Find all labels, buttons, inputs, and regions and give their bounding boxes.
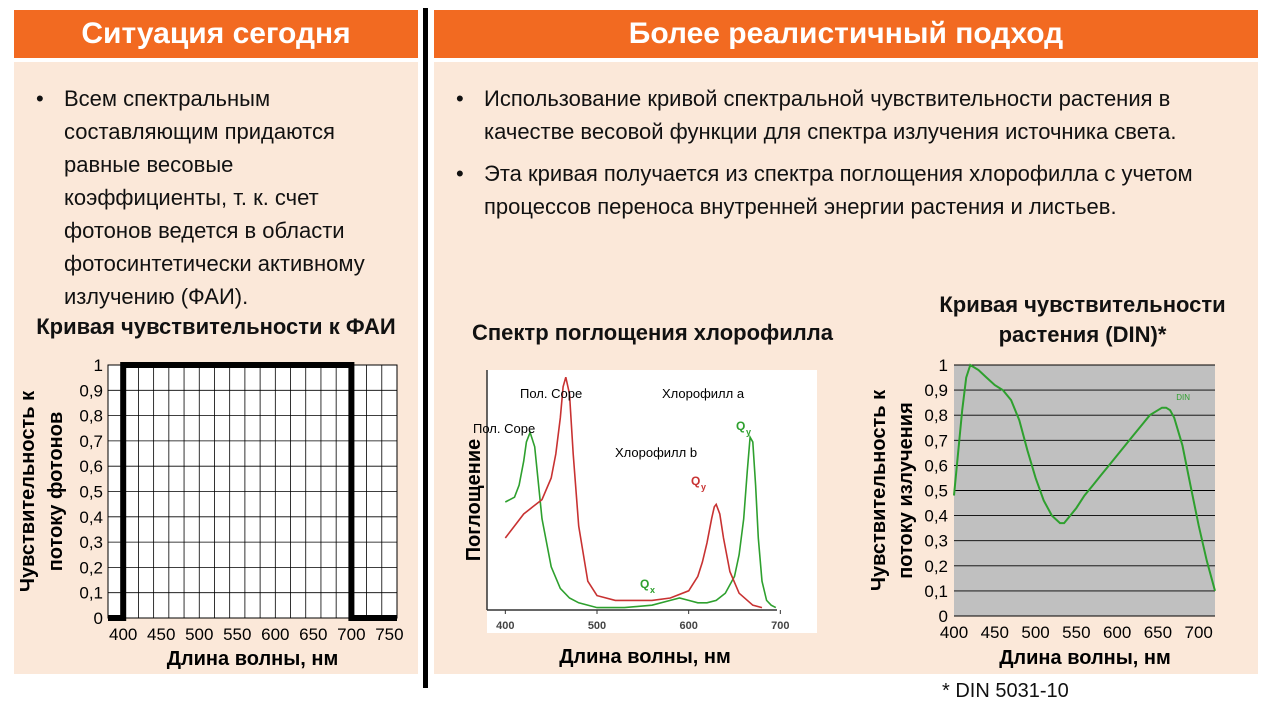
x-tick-label: 600 (679, 620, 697, 632)
x-tick-label: 550 (1062, 623, 1090, 642)
din-sensitivity-curve (953, 363, 1216, 592)
x-tick-label: 550 (223, 625, 251, 644)
y-tick-label: 1 (939, 356, 948, 375)
left-bullet-list: Всем спектральным составляющим придаются… (32, 82, 402, 313)
chlorophyll-b-label: Хлорофилл b (615, 445, 697, 460)
x-axis-label: Длина волны, нм (999, 647, 1171, 669)
x-tick-label: 400 (940, 623, 968, 642)
y-tick-label: 0,3 (79, 533, 103, 552)
footnote: * DIN 5031-10 (942, 680, 1069, 702)
y-tick-label: 0,5 (924, 482, 948, 501)
y-tick-label: 0,7 (79, 432, 103, 451)
x-tick-label: 500 (588, 620, 606, 632)
x-tick-label: 450 (981, 623, 1009, 642)
y-axis-label: Поглощение (463, 439, 485, 562)
column-divider (423, 8, 428, 688)
soret-band-label: Пол. Соре (473, 421, 535, 436)
right-bullet-item: Эта кривая получается из спектра поглоще… (452, 157, 1252, 223)
x-tick-label: 700 (1185, 623, 1213, 642)
y-tick-label: 0 (939, 607, 948, 626)
chlorophyll-a-label: Хлорофилл a (662, 386, 745, 401)
x-tick-label: 500 (1021, 623, 1049, 642)
x-tick-label: 700 (337, 625, 365, 644)
x-tick-label: 600 (261, 625, 289, 644)
x-tick-label: 400 (496, 620, 514, 632)
y-tick-label: 0,8 (79, 407, 103, 426)
qy-a-subscript: y (746, 427, 751, 437)
soret-band-label: Пол. Соре (520, 386, 582, 401)
y-tick-label: 0,2 (924, 557, 948, 576)
left-header: Ситуация сегодня (14, 10, 418, 58)
y-axis-label: Чувствительность к (17, 390, 39, 592)
plot-area (487, 370, 817, 633)
y-tick-label: 0,4 (79, 508, 103, 527)
x-tick-label: 750 (375, 625, 403, 644)
y-tick-label: 0,5 (79, 483, 103, 502)
right-bullet-item: Использование кривой спектральной чувств… (452, 82, 1252, 148)
plant-sensitivity-chart: 0 0,1 0,2 0,3 0,4 0,5 0,6 0,7 0,8 0,9 1 400 450 500 55… (868, 356, 1216, 669)
par-sensitivity-chart: 0 0,1 0,2 0,3 0,4 0,5 0,6 0,7 0,8 0,9 1 400 450 500 55… (17, 356, 404, 670)
y-tick-label: 0,1 (79, 584, 103, 603)
x-axis-label: Длина волны, нм (559, 646, 731, 668)
x-tick-label: 650 (1144, 623, 1172, 642)
chlorophyll-chart-title: Спектр поглощения хлорофилла (472, 320, 833, 345)
x-axis-label: Длина волны, нм (167, 648, 339, 670)
chlorophyll-b-curve (504, 376, 763, 609)
right-bullet-list: Использование кривой спектральной чувств… (452, 82, 1252, 232)
y-tick-label: 1 (94, 356, 103, 375)
y-axis-label: потоку излучения (895, 402, 917, 579)
x-tick-label: 600 (1103, 623, 1131, 642)
x-tick-label: 450 (147, 625, 175, 644)
qy-b-label: Q (691, 474, 700, 488)
left-bullet-item: Всем спектральным составляющим придаются… (32, 82, 402, 313)
legend-label: DIN (1176, 393, 1190, 402)
qx-label: Q (640, 577, 649, 591)
series-line (108, 362, 397, 621)
chlorophyll-a-curve (504, 429, 777, 609)
y-tick-label: 0,9 (79, 381, 103, 400)
y-tick-label: 0,1 (924, 582, 948, 601)
y-tick-label: 0,4 (924, 507, 948, 526)
x-tick-label: 650 (299, 625, 327, 644)
y-tick-label: 0,6 (79, 457, 103, 476)
y-axis-label: Чувствительность к (868, 389, 890, 591)
y-tick-label: 0,3 (924, 532, 948, 551)
y-tick-label: 0 (94, 609, 103, 628)
par-chart-title: Кривая чувствительности к ФАИ (36, 314, 396, 339)
y-tick-label: 0,9 (924, 381, 948, 400)
qy-a-label: Q (736, 419, 745, 433)
x-tick-label: 400 (109, 625, 137, 644)
y-tick-label: 0,7 (924, 431, 948, 450)
y-tick-label: 0,6 (924, 456, 948, 475)
right-header: Более реалистичный подход (434, 10, 1258, 58)
y-tick-label: 0,8 (924, 406, 948, 425)
qy-b-subscript: y (701, 482, 706, 492)
x-tick-label: 500 (185, 625, 213, 644)
chlorophyll-absorption-chart: 400 500 600 700 Пол. Соре Пол. Соре Хлорофилл … (463, 370, 817, 668)
y-axis-label: потоку фотонов (45, 412, 67, 572)
y-tick-label: 0,2 (79, 558, 103, 577)
qx-subscript: x (650, 585, 655, 595)
plant-sensitivity-chart-title: Кривая чувствительности растения (DIN)* (939, 292, 1226, 347)
x-tick-label: 700 (771, 620, 789, 632)
